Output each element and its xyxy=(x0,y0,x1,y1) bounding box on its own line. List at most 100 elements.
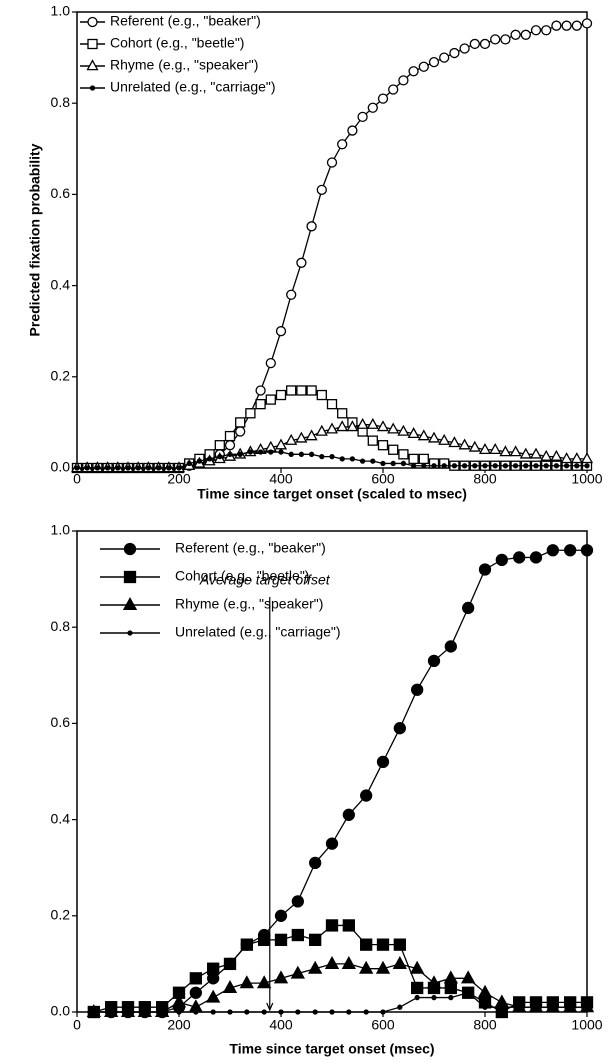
marker xyxy=(247,449,254,455)
marker xyxy=(479,38,491,50)
marker xyxy=(210,1009,216,1015)
marker xyxy=(324,955,340,969)
marker xyxy=(499,1004,505,1010)
x-axis-title: Time since target onset (scaled to msec) xyxy=(197,486,467,502)
marker xyxy=(529,447,543,459)
legend-marker xyxy=(123,570,137,584)
marker xyxy=(308,960,323,974)
marker xyxy=(495,553,508,567)
marker xyxy=(375,960,391,974)
marker xyxy=(309,933,322,946)
marker xyxy=(115,465,121,471)
marker xyxy=(305,429,318,441)
marker xyxy=(222,980,238,993)
marker xyxy=(224,430,236,442)
arrow-head xyxy=(266,1002,274,1012)
marker xyxy=(410,960,425,974)
y-tick-label: 0.0 xyxy=(51,459,71,475)
x-tick-label: 800 xyxy=(473,1017,497,1033)
marker xyxy=(142,1009,148,1015)
legend-label: Cohort (e.g., "beetle") xyxy=(175,568,309,584)
marker xyxy=(286,289,297,300)
marker xyxy=(574,463,580,469)
marker xyxy=(377,440,389,451)
marker xyxy=(176,1009,182,1015)
plot-frame xyxy=(76,11,588,469)
marker xyxy=(376,755,390,769)
marker xyxy=(356,417,369,429)
marker xyxy=(347,125,358,136)
marker xyxy=(448,994,454,1001)
marker xyxy=(397,1004,403,1010)
marker xyxy=(546,544,559,557)
x-tick-label: 400 xyxy=(269,1017,293,1033)
marker xyxy=(448,436,461,448)
marker xyxy=(349,456,356,462)
marker xyxy=(336,420,349,432)
marker xyxy=(509,445,522,457)
marker xyxy=(465,990,471,996)
marker xyxy=(439,52,450,63)
marker xyxy=(478,443,492,455)
marker xyxy=(472,463,478,469)
marker xyxy=(295,1009,301,1015)
marker xyxy=(346,420,359,432)
marker xyxy=(342,919,355,932)
y-tick-label: 0.2 xyxy=(51,907,71,923)
marker xyxy=(306,385,317,396)
marker xyxy=(431,994,437,1001)
marker xyxy=(580,452,594,464)
marker xyxy=(326,157,338,168)
marker xyxy=(482,463,488,469)
legend-marker xyxy=(87,16,98,28)
marker xyxy=(376,938,390,951)
marker xyxy=(529,551,543,564)
x-tick-label: 0 xyxy=(73,1017,81,1033)
marker xyxy=(257,975,272,989)
marker xyxy=(315,424,328,436)
x-tick-label: 600 xyxy=(371,1017,395,1033)
marker xyxy=(489,443,502,455)
y-tick-label: 1.0 xyxy=(51,3,71,19)
marker xyxy=(308,451,315,457)
marker xyxy=(533,463,539,469)
marker xyxy=(255,385,266,396)
marker xyxy=(392,955,407,969)
marker xyxy=(217,453,223,460)
marker xyxy=(458,438,471,450)
y-tick-label: 0.0 xyxy=(51,1003,71,1019)
marker xyxy=(189,986,202,999)
marker xyxy=(275,326,287,337)
marker xyxy=(390,460,396,467)
legend-label: Referent (e.g., "beaker") xyxy=(110,13,261,29)
marker xyxy=(224,440,236,451)
marker xyxy=(291,895,304,908)
marker xyxy=(407,427,420,439)
y-tick-label: 0.6 xyxy=(51,185,71,201)
legend-marker xyxy=(86,59,99,71)
legend-marker xyxy=(87,38,98,50)
marker xyxy=(540,449,553,461)
marker xyxy=(449,47,460,59)
marker xyxy=(74,465,80,471)
marker xyxy=(428,57,440,68)
marker xyxy=(393,722,406,735)
marker xyxy=(410,463,417,469)
legend-label: Rhyme (e.g., "speaker") xyxy=(110,57,258,73)
marker xyxy=(387,422,400,434)
annotation: Average target offset xyxy=(199,572,331,588)
marker xyxy=(451,463,458,469)
marker xyxy=(337,139,348,150)
marker xyxy=(550,1004,556,1010)
marker xyxy=(245,408,256,419)
series-line xyxy=(93,992,587,1013)
marker xyxy=(366,417,379,429)
marker xyxy=(477,984,493,998)
marker xyxy=(339,456,345,462)
marker xyxy=(543,463,549,469)
marker xyxy=(408,453,419,465)
marker xyxy=(298,451,305,457)
marker xyxy=(438,433,451,445)
legend-label: Unrelated (e.g., "carriage") xyxy=(110,79,276,95)
marker xyxy=(316,184,327,195)
